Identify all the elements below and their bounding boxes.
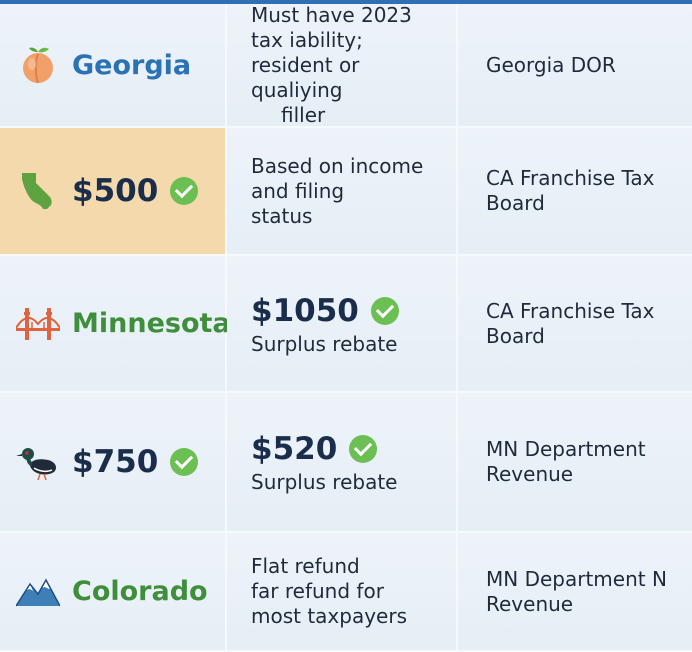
rebate-label: Surplus rebate	[251, 331, 398, 356]
checkmark-icon	[170, 177, 199, 205]
description-text: Flat refund far refund for most taxpayer…	[251, 554, 408, 628]
table-row-750-state: $750	[0, 393, 227, 533]
table-row-georgia-state: Georgia	[0, 4, 227, 128]
loon-bird-icon	[16, 448, 56, 481]
table-row-colorado-state: Colorado	[0, 533, 227, 652]
agency-text: MN Department Revenue	[486, 437, 646, 486]
amount-value: $520	[251, 431, 338, 467]
table-cell-description: $1050 Surplus rebate	[227, 256, 458, 393]
california-map-icon	[22, 173, 52, 209]
amount-value: $750	[72, 444, 159, 480]
description-text: Based on income and filing status	[251, 153, 424, 228]
amount-value: $500	[72, 173, 159, 209]
table-cell-agency: MN Department Revenue	[458, 393, 692, 533]
table-cell-description: Based on income and filing status	[227, 128, 458, 256]
checkmark-icon	[170, 448, 199, 476]
state-name: Minnesota	[72, 308, 231, 339]
table-row-500-state: $500	[0, 128, 227, 256]
agency-text: MN Department N Revenue	[486, 566, 667, 616]
table-cell-description: Must have 2023 tax iability; resident or…	[227, 2, 458, 128]
table-row-minnesota-state: Minnesota	[0, 256, 231, 393]
table-cell-agency: CA Franchise Tax Board	[458, 256, 692, 393]
table-cell-agency: Georgia DOR	[458, 4, 692, 128]
table-cell-agency: MN Department N Revenue	[458, 533, 692, 652]
state-name: Colorado	[72, 576, 208, 607]
table-cell-agency: CA Franchise Tax Board	[458, 128, 692, 256]
description-text: Must have 2023 tax iability; resident or…	[251, 2, 412, 127]
amount-stack: $1050 Surplus rebate	[251, 292, 399, 356]
checkmark-icon	[370, 296, 399, 325]
top-accent-bar	[0, 0, 692, 4]
checkmark-icon	[349, 435, 378, 463]
peach-icon	[23, 47, 53, 84]
table-cell-description: Flat refund far refund for most taxpayer…	[227, 533, 458, 652]
agency-text: CA Franchise Tax Board	[486, 166, 655, 215]
rebate-label: Surplus rebate	[251, 470, 398, 494]
golden-gate-bridge-icon	[16, 307, 60, 340]
state-name: Georgia	[72, 49, 192, 81]
amount-stack: $520 Surplus rebate	[251, 430, 397, 494]
mountain-icon	[16, 577, 60, 606]
agency-text: Georgia DOR	[486, 52, 616, 77]
amount-value: $1050	[251, 292, 359, 329]
table-cell-description: $520 Surplus rebate	[227, 393, 458, 533]
agency-text: CA Franchise Tax Board	[486, 298, 655, 348]
